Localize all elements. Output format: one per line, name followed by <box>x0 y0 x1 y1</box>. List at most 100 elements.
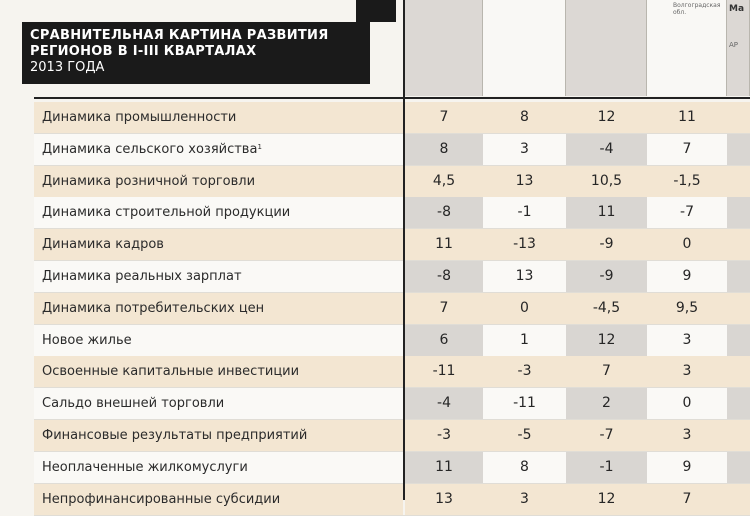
value-cell: 13 <box>483 261 566 292</box>
table-row: Динамика кадров 11 -13 -9 0 <box>34 229 750 262</box>
value-cell: 9 <box>647 451 727 483</box>
value-cell: 7 <box>647 483 727 515</box>
row-label: Динамика потребительских цен <box>42 300 265 316</box>
title-line-1: СРАВНИТЕЛЬНАЯ КАРТИНА РАЗВИТИЯ <box>30 28 329 43</box>
value-cell-partial <box>727 420 750 451</box>
footnote-marker: 1 <box>257 142 262 151</box>
value-cell-partial <box>727 483 750 515</box>
value-cell: 7 <box>405 102 483 133</box>
row-label-background <box>34 197 403 229</box>
row-label: Динамика сельского хозяйства1 <box>42 141 262 157</box>
value-cell-partial <box>727 229 750 261</box>
row-label: Динамика розничной торговли <box>42 173 256 189</box>
value-cell: 0 <box>647 229 727 261</box>
column-header-3 <box>566 0 647 96</box>
value-cell-partial <box>727 292 750 324</box>
title-line-2: РЕГИОНОВ В I-III КВАРТАЛАХ <box>30 44 257 59</box>
row-label: Сальдо внешней торговли <box>42 396 225 412</box>
value-cell: 13 <box>405 483 483 515</box>
table-row: Освоенные капитальные инвестиции -11 -3 7 3 <box>34 356 750 389</box>
table-row: Динамика розничной торговли 4,5 13 10,5 -1,5 <box>34 165 750 198</box>
column-caption-5-a: Ма <box>729 4 745 14</box>
table-row: Динамика промышленности 7 8 12 11 <box>34 102 750 134</box>
row-label: Новое жилье <box>42 332 132 348</box>
column-header-2 <box>483 0 566 96</box>
value-cell: -13 <box>483 229 566 261</box>
value-cell: 10,5 <box>566 165 647 197</box>
value-cell: 4,5 <box>405 165 483 197</box>
table-row: Сальдо внешней торговли -4 -11 2 0 <box>34 388 750 421</box>
value-cell-partial <box>727 133 750 165</box>
title-year: 2013 ГОДА <box>30 60 105 75</box>
value-cell: 0 <box>647 388 727 420</box>
value-cell: 8 <box>483 102 566 133</box>
value-cell: -11 <box>405 356 483 388</box>
value-cell: -3 <box>405 420 483 451</box>
value-cell: 7 <box>405 292 483 324</box>
value-cell: -3 <box>483 356 566 388</box>
value-cell: 11 <box>405 229 483 261</box>
value-cell: -4,5 <box>566 292 647 324</box>
value-cell-partial <box>727 102 750 133</box>
value-cell: 12 <box>566 483 647 515</box>
row-label: Неоплаченные жилкомуслуги <box>42 459 248 475</box>
row-label-background <box>34 292 403 324</box>
column-caption-5-b: AP <box>729 41 739 49</box>
title-corner-accent <box>356 0 396 22</box>
value-cell: 3 <box>647 356 727 388</box>
value-cell: 7 <box>566 356 647 388</box>
value-cell-partial <box>727 261 750 292</box>
row-label-background <box>34 451 403 483</box>
row-label-background <box>34 356 403 388</box>
value-cell: 8 <box>405 133 483 165</box>
row-label-background <box>34 388 403 420</box>
value-cell: 3 <box>483 133 566 165</box>
table-row: Динамика сельского хозяйства1 8 3 -4 7 <box>34 133 750 166</box>
value-cell: -5 <box>483 420 566 451</box>
table-row: Динамика реальных зарплат -8 13 -9 9 <box>34 261 750 293</box>
table-row: Динамика потребительских цен 7 0 -4,5 9,5 <box>34 292 750 325</box>
value-cell: 9 <box>647 261 727 292</box>
column-header-5: Ма AP <box>727 0 750 96</box>
value-cell: 13 <box>483 165 566 197</box>
value-cell: -8 <box>405 261 483 292</box>
value-cell-partial <box>727 388 750 420</box>
table-row: Неоплаченные жилкомуслуги 11 8 -1 9 <box>34 451 750 484</box>
value-cell: 1 <box>483 324 566 356</box>
value-cell: -8 <box>405 197 483 229</box>
row-label: Непрофинансированные субсидии <box>42 491 281 507</box>
row-label-background <box>34 261 403 292</box>
value-cell: -11 <box>483 388 566 420</box>
row-label: Освоенные капитальные инвестиции <box>42 364 300 380</box>
value-cell-partial <box>727 165 750 197</box>
column-header-1 <box>405 0 483 96</box>
table-title: СРАВНИТЕЛЬНАЯ КАРТИНА РАЗВИТИЯ РЕГИОНОВ … <box>22 22 370 84</box>
row-label-background <box>34 420 403 451</box>
value-cell-partial <box>727 197 750 229</box>
value-cell: -1,5 <box>647 165 727 197</box>
value-cell-partial <box>727 451 750 483</box>
table-divider-rule <box>403 0 405 500</box>
row-label: Динамика промышленности <box>42 110 237 125</box>
value-cell: -7 <box>647 197 727 229</box>
column-caption-4: Волгоградская обл. <box>673 2 721 16</box>
value-cell: 8 <box>483 451 566 483</box>
value-cell: 12 <box>566 102 647 133</box>
value-cell-partial <box>727 356 750 388</box>
value-cell: -7 <box>566 420 647 451</box>
row-label-background <box>34 133 403 165</box>
row-label-background <box>34 102 403 133</box>
row-label-background <box>34 324 403 356</box>
value-cell: 6 <box>405 324 483 356</box>
row-label: Динамика кадров <box>42 237 164 253</box>
row-label-background <box>34 229 403 261</box>
column-header-4: Волгоградская обл. <box>647 0 727 96</box>
table-row: Динамика строительной продукции -8 -1 11 -7 <box>34 197 750 230</box>
value-cell: 12 <box>566 324 647 356</box>
row-label: Динамика строительной продукции <box>42 205 291 221</box>
value-cell: -1 <box>483 197 566 229</box>
value-cell: 9,5 <box>647 292 727 324</box>
table-top-rule <box>34 97 750 99</box>
value-cell: 2 <box>566 388 647 420</box>
value-cell: 3 <box>483 483 566 515</box>
